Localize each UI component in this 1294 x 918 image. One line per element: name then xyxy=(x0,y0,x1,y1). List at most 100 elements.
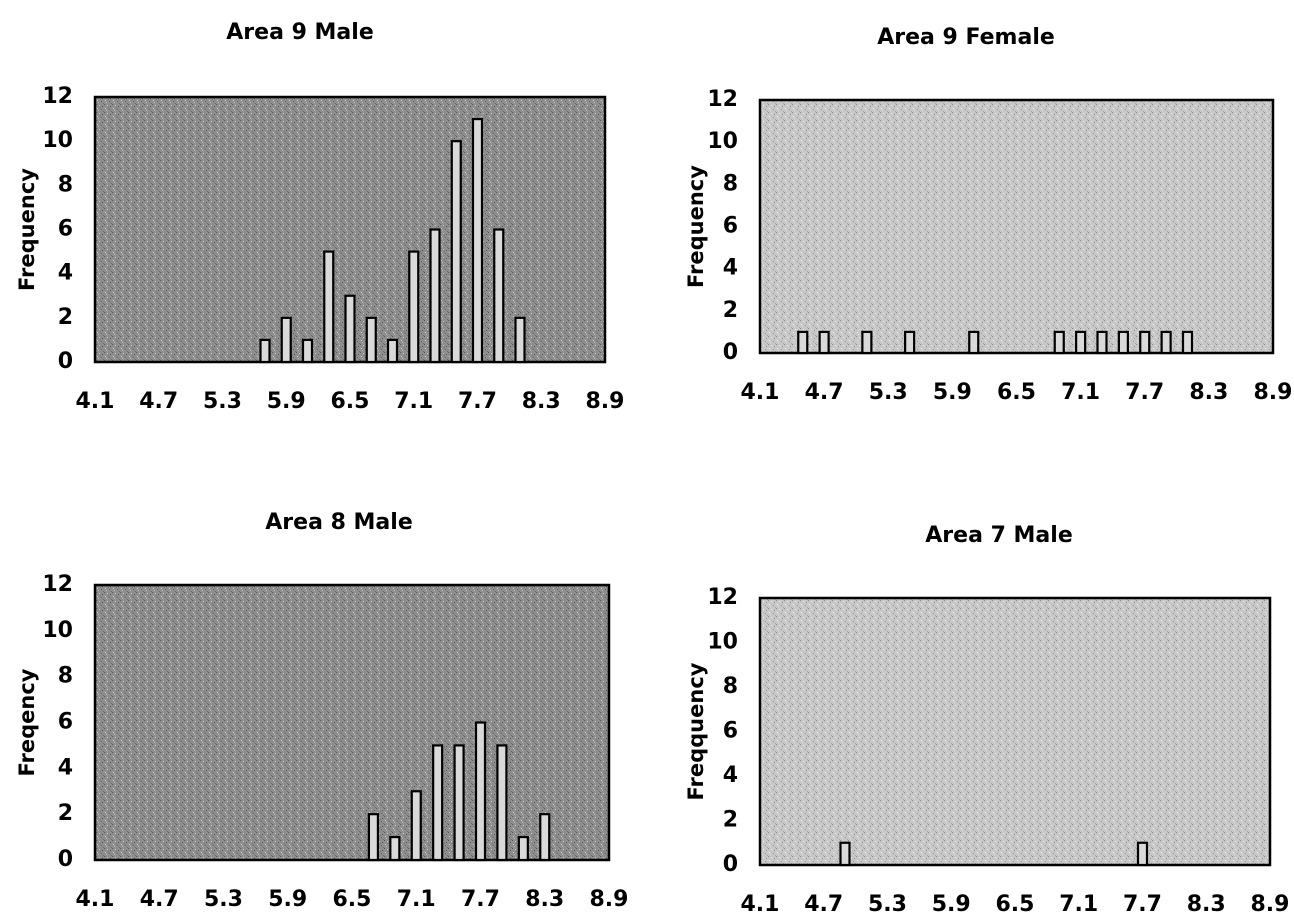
bar xyxy=(797,330,809,355)
x-tick-label: 8.9 xyxy=(586,389,625,414)
chart-1: Area 9 Male Frequency 0 2 4 6 8 10 12 4.1 4.7 5.3 5.… xyxy=(15,20,624,414)
y-tick-label: 0 xyxy=(58,847,73,872)
x-tick-label: 8.3 xyxy=(1189,380,1228,405)
bar xyxy=(818,330,830,355)
chart-title: Area 7 Male xyxy=(925,523,1072,548)
y-tick-label: 4 xyxy=(58,755,73,780)
y-tick-label: 8 xyxy=(723,171,738,196)
bar xyxy=(539,813,551,862)
y-tick-label: 4 xyxy=(723,256,738,281)
x-tick-label: 6.5 xyxy=(331,389,370,414)
bar xyxy=(1160,330,1172,355)
y-tick-label: 0 xyxy=(58,349,73,374)
chart-3: Area 8 Male Freqency 0 2 4 6 8 10 12 4.1 4.7 5.3 5.9… xyxy=(15,510,628,912)
y-tick-label: 6 xyxy=(58,217,73,242)
y-tick-label: 6 xyxy=(723,719,738,744)
bar xyxy=(496,744,508,862)
x-tick-label: 5.9 xyxy=(268,887,307,912)
chart-4: Area 7 Male Freqquency 0 2 4 6 8 10 12 4.1 4.7 5.3 5… xyxy=(684,523,1289,917)
y-tick-label: 0 xyxy=(723,852,738,877)
chart-2: Area 9 Female Frequency 0 2 4 6 8 10 12 4.1 4.7 5.3… xyxy=(684,25,1292,405)
y-tick-label: 6 xyxy=(58,710,73,735)
plot-area xyxy=(93,583,611,862)
y-tick-label: 10 xyxy=(707,630,738,655)
y-tick-label: 2 xyxy=(723,298,738,323)
x-tick-label: 7.7 xyxy=(461,887,500,912)
chart-title: Area 8 Male xyxy=(265,510,412,535)
x-tick-label: 4.1 xyxy=(76,389,115,414)
plot-area xyxy=(758,98,1275,355)
y-tick-label: 12 xyxy=(42,84,73,109)
x-tick-label: 5.3 xyxy=(868,892,907,917)
bar xyxy=(389,835,401,862)
bar xyxy=(410,790,422,862)
bar xyxy=(432,744,444,862)
x-tick-label: 5.9 xyxy=(933,380,972,405)
bar xyxy=(1096,330,1108,355)
bar xyxy=(1117,330,1129,355)
bar xyxy=(1136,841,1149,867)
bar xyxy=(1075,330,1087,355)
y-tick-label: 8 xyxy=(58,172,73,197)
bar xyxy=(408,250,420,364)
x-tick-label: 7.7 xyxy=(458,389,497,414)
y-tick-label: 4 xyxy=(58,261,73,286)
bar xyxy=(344,294,356,364)
bar xyxy=(280,316,292,364)
y-tick-label: 12 xyxy=(707,585,738,610)
x-tick-label: 7.1 xyxy=(1061,380,1100,405)
y-tick-label: 6 xyxy=(723,214,738,239)
x-tick-label: 7.1 xyxy=(394,389,433,414)
bar xyxy=(365,316,377,364)
y-tick-label: 2 xyxy=(58,801,73,826)
y-tick-label: 12 xyxy=(42,572,73,597)
bar xyxy=(839,841,851,867)
x-tick-label: 4.7 xyxy=(139,389,178,414)
bar xyxy=(453,744,465,862)
y-tick-label: 2 xyxy=(58,305,73,330)
y-axis-label: Freqquency xyxy=(684,662,708,800)
y-tick-label: 0 xyxy=(723,340,738,365)
x-tick-label: 8.9 xyxy=(590,887,629,912)
x-tick-label: 4.1 xyxy=(741,380,780,405)
x-tick-label: 6.5 xyxy=(333,887,372,912)
y-axis-label: Freqency xyxy=(15,668,39,776)
chart-title: Area 9 Male xyxy=(226,20,373,45)
x-tick-label: 6.5 xyxy=(996,892,1035,917)
x-tick-label: 7.1 xyxy=(1059,892,1098,917)
y-tick-label: 4 xyxy=(723,763,738,788)
x-tick-label: 8.3 xyxy=(525,887,564,912)
x-tick-label: 4.7 xyxy=(805,380,844,405)
bar xyxy=(259,338,271,364)
x-tick-label: 4.1 xyxy=(741,892,780,917)
bar xyxy=(861,330,873,355)
x-tick-label: 8.9 xyxy=(1251,892,1290,917)
x-tick-label: 5.3 xyxy=(869,380,908,405)
bar xyxy=(1181,330,1194,355)
x-tick-label: 4.7 xyxy=(140,887,179,912)
y-tick-label: 12 xyxy=(707,87,738,112)
bar xyxy=(429,228,441,364)
y-tick-label: 8 xyxy=(723,674,738,699)
x-tick-label: 5.3 xyxy=(204,887,243,912)
y-tick-label: 10 xyxy=(42,128,73,153)
x-tick-label: 7.7 xyxy=(1125,380,1164,405)
y-tick-label: 10 xyxy=(42,618,73,643)
bar xyxy=(968,330,980,355)
bar xyxy=(301,338,314,364)
x-tick-label: 4.1 xyxy=(76,887,115,912)
x-tick-label: 5.3 xyxy=(203,389,242,414)
x-tick-label: 8.9 xyxy=(1254,380,1293,405)
bar xyxy=(493,228,505,364)
bar xyxy=(1139,330,1151,355)
x-tick-label: 8.3 xyxy=(522,389,561,414)
chart-title: Area 9 Female xyxy=(877,25,1055,50)
plot-area xyxy=(758,596,1272,867)
bar xyxy=(514,316,526,364)
bar xyxy=(1053,330,1065,355)
x-tick-label: 5.9 xyxy=(267,389,306,414)
bar xyxy=(471,117,484,364)
bar xyxy=(386,338,399,364)
bar xyxy=(450,140,462,364)
